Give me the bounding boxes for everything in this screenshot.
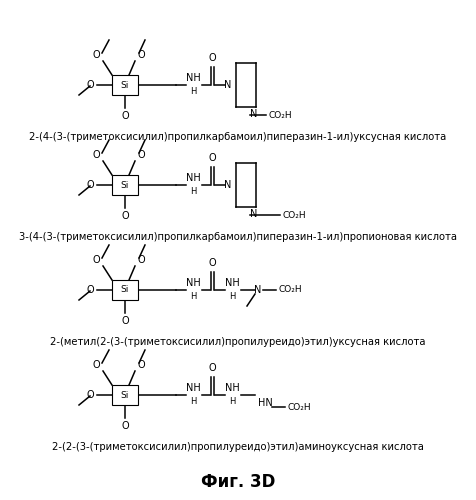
Text: Si: Si [120,180,129,190]
Text: N: N [224,180,231,190]
Bar [112,385,138,405]
Text: O: O [86,285,94,295]
Text: 3-(4-(3-(триметоксисилил)пропилкарбамоил)пиперазин-1-ил)пропионовая кислота: 3-(4-(3-(триметоксисилил)пропилкарбамоил… [19,232,456,242]
Text: NH: NH [185,73,200,83]
Text: Si: Si [120,390,129,400]
Text: CO₂H: CO₂H [288,402,311,411]
Text: O: O [138,360,145,370]
Text: O: O [138,150,145,160]
Text: H: H [189,397,196,406]
Text: O: O [121,211,129,221]
Text: Si: Si [120,286,129,294]
Text: Si: Si [120,80,129,90]
Text: O: O [208,363,215,373]
Text: H: H [228,397,235,406]
Text: NH: NH [185,278,200,288]
Text: O: O [86,180,94,190]
Text: O: O [121,111,129,121]
Bar [112,280,138,300]
Text: 2-(метил(2-(3-(триметоксисилил)пропилуреидо)этил)уксусная кислота: 2-(метил(2-(3-(триметоксисилил)пропилуре… [50,337,425,347]
Text: O: O [208,153,215,163]
Text: O: O [208,53,215,63]
Text: H: H [228,292,235,301]
Text: H: H [189,187,196,196]
Text: O: O [208,258,215,268]
Text: CO₂H: CO₂H [282,210,306,220]
Text: N: N [249,209,257,219]
Text: O: O [86,80,94,90]
Text: O: O [121,316,129,326]
Text: NH: NH [224,278,239,288]
Text: 2-(2-(3-(триметоксисилил)пропилуреидо)этил)аминоуксусная кислота: 2-(2-(3-(триметоксисилил)пропилуреидо)эт… [52,442,423,452]
Text: HN: HN [258,398,272,408]
Text: CO₂H: CO₂H [278,286,302,294]
Text: N: N [254,285,261,295]
Text: O: O [92,50,100,60]
Text: O: O [92,150,100,160]
Text: N: N [224,80,231,90]
Bar [112,75,138,95]
Text: NH: NH [185,383,200,393]
Text: O: O [86,390,94,400]
Text: O: O [92,360,100,370]
Text: CO₂H: CO₂H [268,110,292,120]
Text: N: N [249,109,257,119]
Text: H: H [189,87,196,96]
Text: O: O [138,50,145,60]
Bar [112,175,138,195]
Text: O: O [92,255,100,265]
Text: H: H [189,292,196,301]
Text: NH: NH [224,383,239,393]
Text: O: O [138,255,145,265]
Text: 2-(4-(3-(триметоксисилил)пропилкарбамоил)пиперазин-1-ил)уксусная кислота: 2-(4-(3-(триметоксисилил)пропилкарбамоил… [30,132,446,142]
Text: NH: NH [185,173,200,183]
Text: Фиг. 3D: Фиг. 3D [200,473,275,491]
Text: O: O [121,421,129,431]
